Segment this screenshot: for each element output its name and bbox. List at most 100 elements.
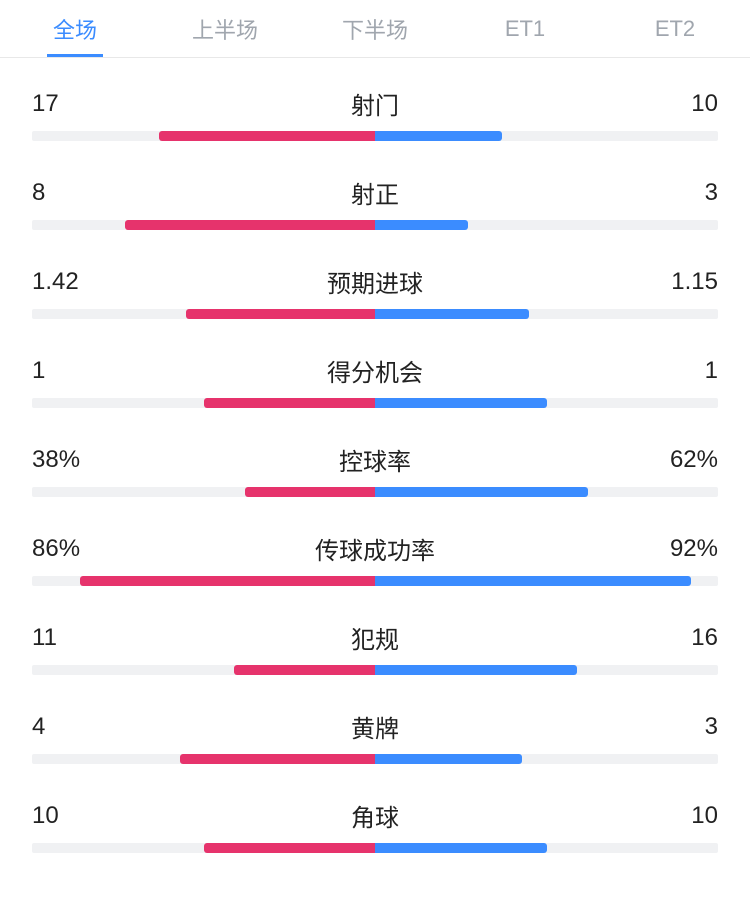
bar-left-half xyxy=(32,220,375,230)
tab-label: 下半场 xyxy=(342,13,408,45)
bar-right-half xyxy=(375,220,718,230)
bar-right-fill xyxy=(375,576,691,586)
bar-left-half xyxy=(32,131,375,141)
stat-left-value: 11 xyxy=(32,624,92,652)
stat-left-value: 10 xyxy=(32,802,92,830)
stat-left-value: 1 xyxy=(32,357,92,385)
stat-head: 10角球10 xyxy=(32,798,718,833)
bar-right-half xyxy=(375,131,718,141)
stat-right-value: 1 xyxy=(658,357,718,385)
bar-left-fill xyxy=(204,843,376,853)
stat-right-value: 92% xyxy=(658,535,718,563)
stat-label: 射门 xyxy=(92,86,658,121)
stat-left-value: 86% xyxy=(32,535,92,563)
stat-row: 86%传球成功率92% xyxy=(32,531,718,586)
stat-right-value: 1.15 xyxy=(658,268,718,296)
stat-head: 38%控球率62% xyxy=(32,442,718,477)
bar-right-fill xyxy=(375,220,468,230)
bar-right-fill xyxy=(375,131,502,141)
stat-left-value: 17 xyxy=(32,90,92,118)
stat-bar xyxy=(32,398,718,408)
bar-right-fill xyxy=(375,398,547,408)
stat-bar xyxy=(32,220,718,230)
stat-head: 11犯规16 xyxy=(32,620,718,655)
bar-right-half xyxy=(375,487,718,497)
bar-left-half xyxy=(32,843,375,853)
bar-right-half xyxy=(375,309,718,319)
stat-head: 4黄牌3 xyxy=(32,709,718,744)
stat-bar xyxy=(32,131,718,141)
bar-right-fill xyxy=(375,843,547,853)
stat-head: 1.42预期进球1.15 xyxy=(32,264,718,299)
tab-4[interactable]: ET2 xyxy=(600,0,750,57)
stat-label: 犯规 xyxy=(92,620,658,655)
bar-left-fill xyxy=(180,754,376,764)
stat-bar xyxy=(32,665,718,675)
bar-right-half xyxy=(375,665,718,675)
tab-2[interactable]: 下半场 xyxy=(300,0,450,57)
bar-left-fill xyxy=(186,309,375,319)
stat-left-value: 1.42 xyxy=(32,268,92,296)
period-tabs: 全场 上半场 下半场 ET1 ET2 xyxy=(0,0,750,58)
stat-right-value: 3 xyxy=(658,713,718,741)
bar-right-half xyxy=(375,843,718,853)
tab-label: 上半场 xyxy=(192,13,258,45)
tab-1[interactable]: 上半场 xyxy=(150,0,300,57)
stat-label: 传球成功率 xyxy=(92,531,658,566)
bar-left-fill xyxy=(125,220,375,230)
stat-row: 11犯规16 xyxy=(32,620,718,675)
bar-left-fill xyxy=(159,131,375,141)
bar-right-half xyxy=(375,754,718,764)
stat-label: 得分机会 xyxy=(92,353,658,388)
bar-left-half xyxy=(32,309,375,319)
stat-left-value: 8 xyxy=(32,179,92,207)
tab-label: 全场 xyxy=(53,13,97,45)
bar-left-fill xyxy=(80,576,375,586)
bar-left-half xyxy=(32,576,375,586)
stat-right-value: 16 xyxy=(658,624,718,652)
stat-left-value: 38% xyxy=(32,446,92,474)
bar-left-half xyxy=(32,398,375,408)
stat-row: 38%控球率62% xyxy=(32,442,718,497)
bar-right-half xyxy=(375,398,718,408)
tab-0[interactable]: 全场 xyxy=(0,0,150,57)
stat-right-value: 62% xyxy=(658,446,718,474)
bar-left-fill xyxy=(234,665,375,675)
stat-bar xyxy=(32,487,718,497)
bar-right-fill xyxy=(375,665,577,675)
stats-panel: 17射门108射正31.42预期进球1.151得分机会138%控球率62%86%… xyxy=(0,58,750,907)
tab-label: ET1 xyxy=(505,16,545,42)
stat-left-value: 4 xyxy=(32,713,92,741)
stat-bar xyxy=(32,576,718,586)
stat-head: 86%传球成功率92% xyxy=(32,531,718,566)
stat-row: 10角球10 xyxy=(32,798,718,853)
stat-bar xyxy=(32,309,718,319)
stat-label: 控球率 xyxy=(92,442,658,477)
stat-label: 黄牌 xyxy=(92,709,658,744)
stat-row: 4黄牌3 xyxy=(32,709,718,764)
tab-label: ET2 xyxy=(655,16,695,42)
stat-row: 1得分机会1 xyxy=(32,353,718,408)
stat-row: 1.42预期进球1.15 xyxy=(32,264,718,319)
stat-bar xyxy=(32,843,718,853)
stat-label: 预期进球 xyxy=(92,264,658,299)
stat-right-value: 10 xyxy=(658,802,718,830)
bar-right-fill xyxy=(375,487,588,497)
stat-head: 8射正3 xyxy=(32,175,718,210)
bar-right-fill xyxy=(375,754,522,764)
tab-3[interactable]: ET1 xyxy=(450,0,600,57)
bar-left-half xyxy=(32,665,375,675)
stat-row: 17射门10 xyxy=(32,86,718,141)
stat-right-value: 10 xyxy=(658,90,718,118)
stat-head: 17射门10 xyxy=(32,86,718,121)
bar-left-half xyxy=(32,487,375,497)
bar-right-fill xyxy=(375,309,529,319)
stat-label: 射正 xyxy=(92,175,658,210)
bar-left-fill xyxy=(204,398,376,408)
bar-left-half xyxy=(32,754,375,764)
stat-row: 8射正3 xyxy=(32,175,718,230)
stat-right-value: 3 xyxy=(658,179,718,207)
bar-left-fill xyxy=(245,487,375,497)
stat-label: 角球 xyxy=(92,798,658,833)
stat-head: 1得分机会1 xyxy=(32,353,718,388)
